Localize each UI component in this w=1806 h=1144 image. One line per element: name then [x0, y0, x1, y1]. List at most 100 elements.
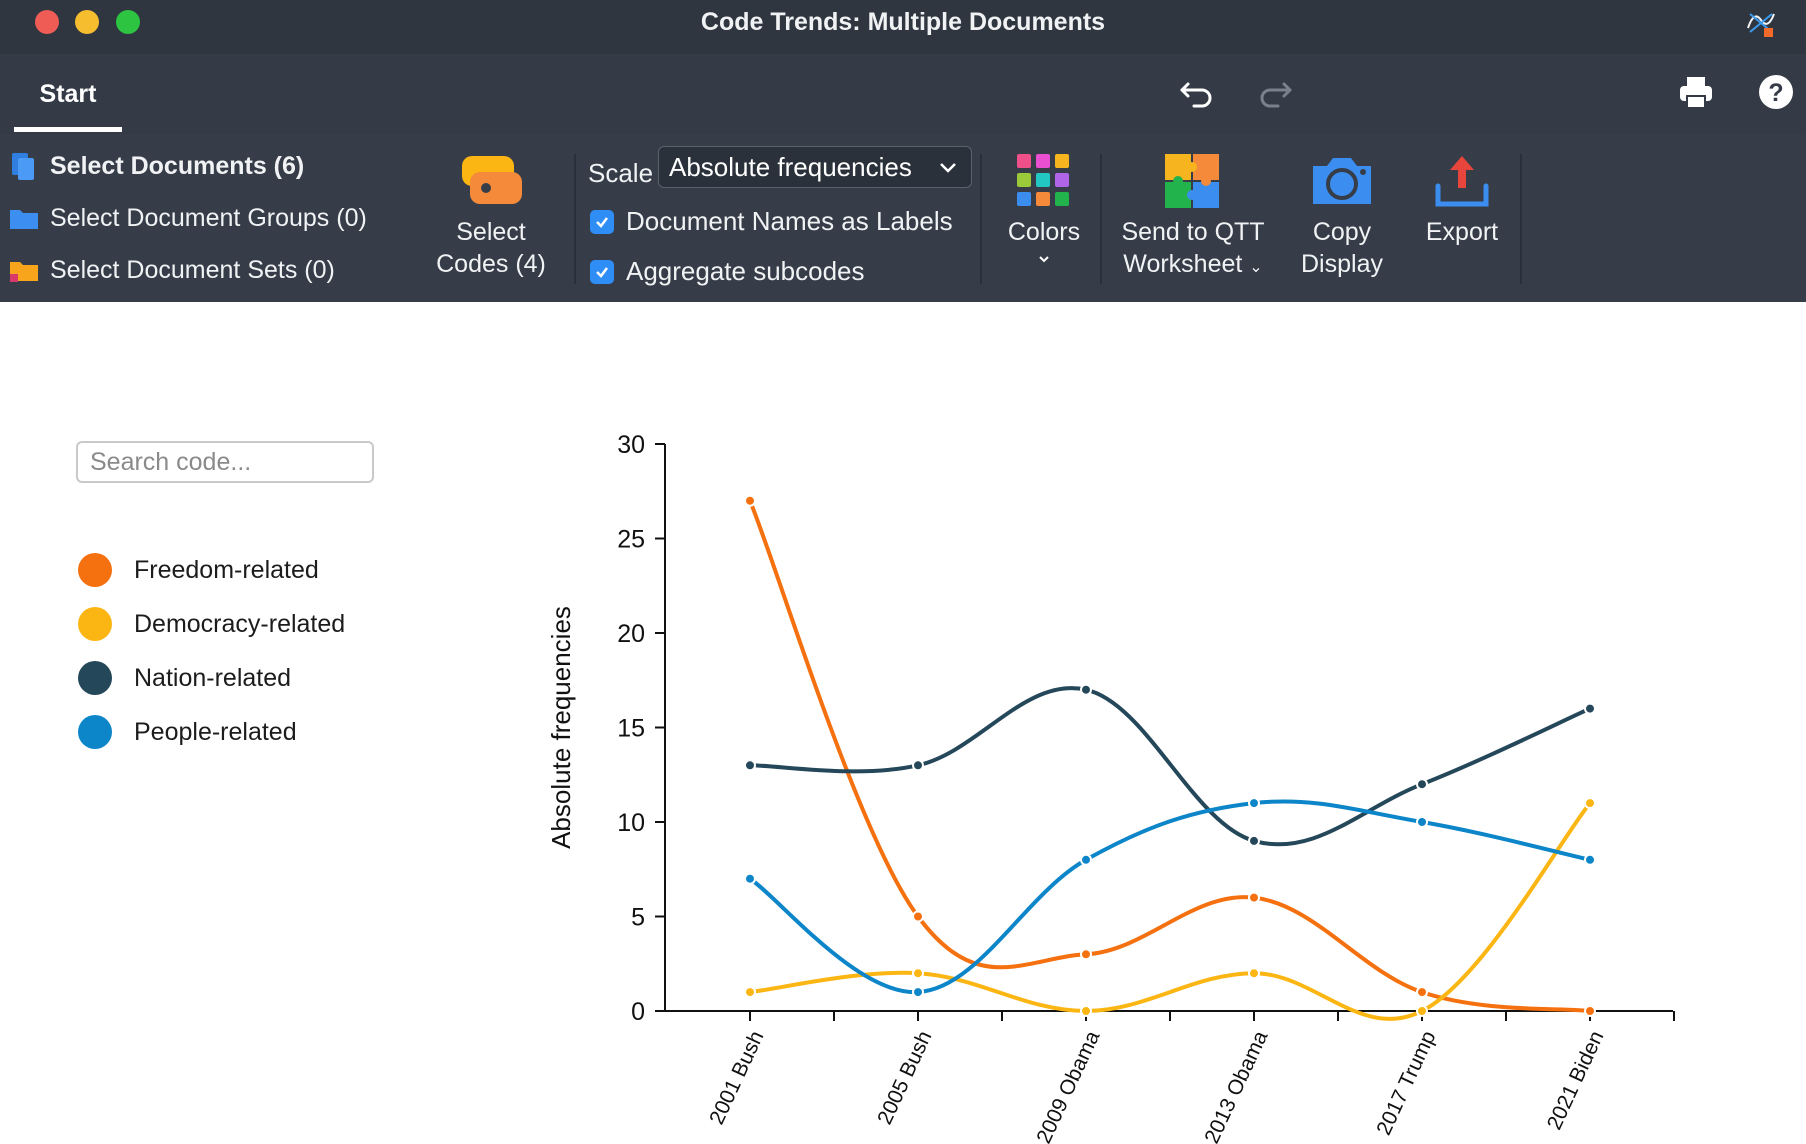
data-point	[912, 967, 924, 980]
select-codes-label-1: Select	[456, 218, 526, 246]
data-point	[1080, 948, 1092, 961]
y-tick-label: 0	[631, 998, 645, 1026]
legend-color-dot	[78, 607, 112, 641]
legend-label: People-related	[134, 717, 297, 746]
copy-display-button[interactable]: Copy Display	[1286, 152, 1398, 280]
data-point	[1416, 986, 1428, 999]
export-button[interactable]: Export	[1406, 152, 1518, 248]
legend-color-dot	[78, 661, 112, 695]
series-line-democracy-related	[749, 801, 1592, 1021]
document-names-checkbox[interactable]	[590, 209, 614, 234]
select-documents-button[interactable]: Select Documents (6)	[8, 146, 304, 186]
scale-label: Scale	[588, 158, 654, 188]
data-point	[1584, 702, 1596, 715]
send-qtt-label-2: Worksheet ⌄	[1108, 248, 1278, 284]
tab-start[interactable]: Start	[39, 79, 97, 108]
document-names-label: Document Names as Labels	[626, 206, 953, 236]
y-tick-label: 30	[617, 431, 645, 459]
search-code-input[interactable]	[76, 441, 374, 483]
data-point	[1248, 891, 1260, 904]
aggregate-subcodes-checkbox[interactable]	[590, 259, 614, 284]
legend-label: Democracy-related	[134, 609, 346, 638]
data-point	[1248, 834, 1260, 847]
legend-item-people[interactable]: People-related	[78, 715, 297, 749]
ribbon-toolbar: Select Documents (6) Select Document Gro…	[0, 134, 1806, 302]
y-tick-label: 5	[631, 904, 645, 932]
scale-dropdown[interactable]: Absolute frequencies	[658, 146, 972, 188]
data-point	[1416, 1005, 1428, 1017]
document-names-as-labels-option[interactable]: Document Names as Labels	[590, 206, 953, 237]
puzzle-icon	[1165, 154, 1219, 208]
legend-item-freedom[interactable]: Freedom-related	[78, 553, 319, 587]
checkmark-icon	[596, 266, 608, 278]
undo-icon[interactable]	[1176, 72, 1216, 112]
aggregate-subcodes-label: Aggregate subcodes	[626, 256, 865, 286]
data-point	[744, 759, 756, 772]
send-to-qtt-worksheet-button[interactable]: Send to QTT Worksheet ⌄	[1108, 152, 1278, 284]
data-point	[1080, 853, 1092, 866]
export-icon	[1435, 156, 1489, 207]
copy-display-label-2: Display	[1301, 250, 1383, 278]
camera-icon	[1313, 158, 1371, 204]
data-point	[744, 986, 756, 999]
legend-color-dot	[78, 553, 112, 587]
data-point	[744, 872, 756, 885]
export-label: Export	[1425, 218, 1499, 246]
x-tick-label: 2001 Bush	[705, 1027, 768, 1128]
send-qtt-label-1: Send to QTT	[1121, 218, 1265, 246]
series-line-people-related	[748, 799, 1591, 995]
data-point	[1416, 778, 1428, 791]
select-document-sets-label: Select Document Sets (0)	[50, 255, 335, 284]
data-point	[1416, 816, 1428, 828]
select-codes-button[interactable]: Select Codes (4)	[420, 152, 562, 280]
data-point	[1584, 797, 1596, 810]
colors-button[interactable]: Colors	[992, 152, 1096, 266]
select-document-groups-button[interactable]: Select Document Groups (0)	[8, 198, 367, 238]
color-palette-icon	[1017, 154, 1069, 206]
y-tick-label: 10	[617, 809, 645, 837]
series-line-freedom-related	[748, 499, 1591, 1013]
ribbon-divider	[1520, 154, 1522, 284]
legend-item-nation[interactable]: Nation-related	[78, 661, 291, 695]
x-tick-label: 2017 Trump	[1372, 1027, 1440, 1138]
data-point	[1584, 853, 1596, 866]
folder-blue-icon	[10, 210, 38, 229]
window-title: Code Trends: Multiple Documents	[700, 8, 1106, 36]
legend-item-democracy[interactable]: Democracy-related	[78, 607, 345, 641]
scale-dropdown-value: Absolute frequencies	[669, 151, 912, 182]
select-document-sets-button[interactable]: Select Document Sets (0)	[8, 250, 335, 290]
legend-label: Freedom-related	[134, 555, 319, 584]
app-logo-icon	[1747, 13, 1775, 37]
close-window-button[interactable]	[35, 10, 59, 34]
y-tick-label: 25	[617, 526, 645, 554]
checkmark-icon	[596, 216, 608, 228]
ribbon-divider	[574, 154, 576, 284]
aggregate-subcodes-option[interactable]: Aggregate subcodes	[590, 256, 865, 287]
chevron-down-icon: ⌄	[1249, 259, 1263, 276]
data-point	[744, 494, 756, 507]
select-document-groups-label: Select Document Groups (0)	[50, 203, 367, 232]
chevron-down-icon	[940, 163, 956, 173]
tab-strip: Start ?	[0, 54, 1806, 134]
minimize-window-button[interactable]	[75, 10, 99, 34]
x-tick-label: 2009 Obama	[1032, 1027, 1104, 1144]
data-point	[1080, 1005, 1092, 1017]
help-icon[interactable]: ?	[1756, 72, 1796, 112]
print-icon[interactable]	[1676, 72, 1716, 112]
data-point	[912, 910, 924, 923]
tab-active-indicator	[14, 127, 122, 132]
copy-display-label-1: Copy	[1312, 218, 1372, 246]
data-point	[912, 986, 924, 999]
chevron-down-icon	[1039, 256, 1049, 263]
title-bar: Code Trends: Multiple Documents	[0, 0, 1806, 54]
legend-color-dot	[78, 715, 112, 749]
codes-icon	[462, 156, 522, 204]
redo-icon[interactable]	[1256, 72, 1296, 112]
zoom-window-button[interactable]	[116, 10, 140, 34]
colors-label: Colors	[1007, 218, 1081, 246]
svg-text:?: ?	[1768, 79, 1783, 107]
data-point	[1080, 683, 1092, 696]
data-point	[912, 759, 924, 772]
x-tick-label: 2005 Bush	[873, 1027, 936, 1128]
send-qtt-label-2-text: Worksheet	[1123, 250, 1243, 278]
